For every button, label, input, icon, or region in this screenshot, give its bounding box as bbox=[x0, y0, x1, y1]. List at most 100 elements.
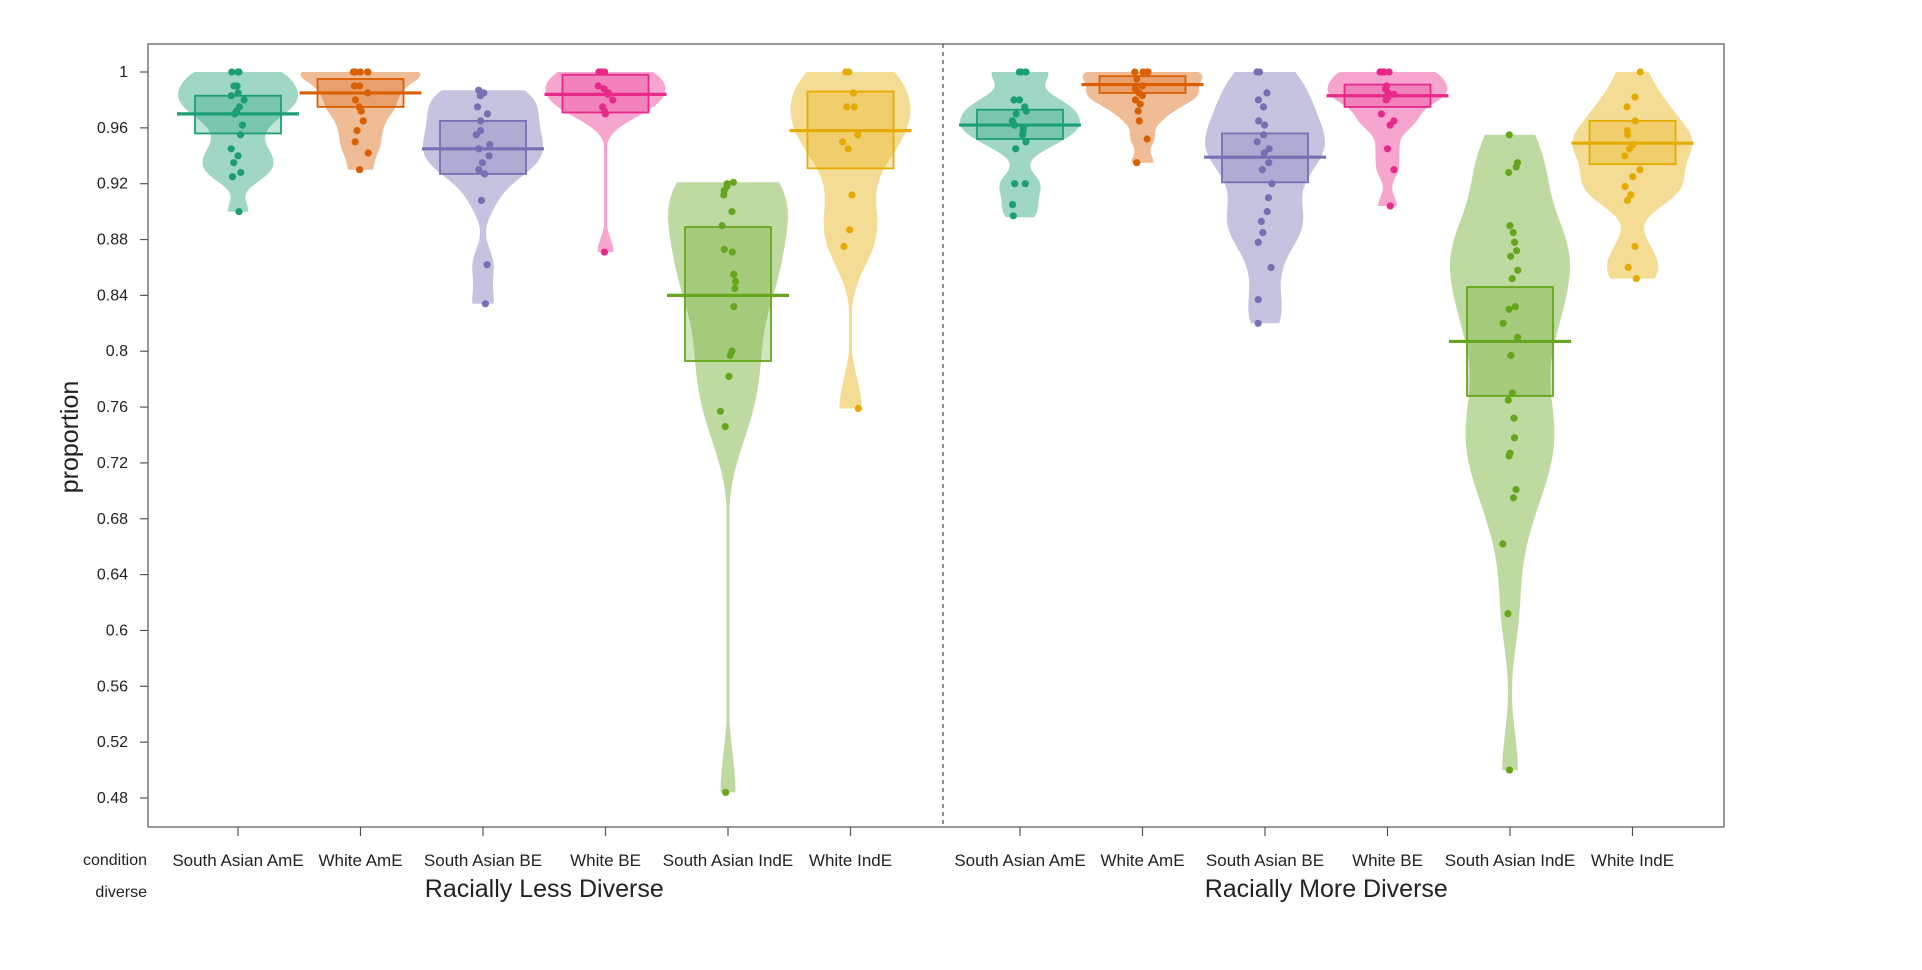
data-point bbox=[486, 141, 494, 149]
y-tick-label: 0.96 bbox=[97, 120, 128, 137]
y-tick-label: 0.88 bbox=[97, 232, 128, 249]
data-point bbox=[356, 166, 364, 174]
data-point bbox=[854, 404, 862, 413]
data-point bbox=[364, 68, 372, 76]
data-point bbox=[1631, 117, 1639, 125]
data-point bbox=[720, 245, 728, 253]
data-point bbox=[236, 131, 245, 139]
data-point bbox=[477, 117, 485, 125]
data-point bbox=[604, 90, 612, 98]
data-point bbox=[228, 173, 237, 181]
data-point bbox=[1263, 208, 1271, 216]
x-tick-label: South Asian BE bbox=[1206, 851, 1324, 870]
data-point bbox=[235, 208, 243, 216]
data-point bbox=[1514, 333, 1522, 341]
data-point bbox=[594, 82, 602, 90]
violin-shape bbox=[668, 182, 788, 793]
facet-label: Racially Less Diverse bbox=[425, 875, 664, 903]
data-point bbox=[849, 89, 858, 97]
data-point bbox=[1510, 434, 1519, 442]
data-point bbox=[1631, 242, 1639, 251]
violin-group bbox=[1081, 68, 1204, 167]
data-point bbox=[844, 145, 852, 153]
x-tick-label: South Asian AmE bbox=[954, 851, 1085, 870]
data-point bbox=[1265, 145, 1273, 153]
data-point bbox=[1386, 121, 1394, 129]
data-point bbox=[1390, 166, 1398, 174]
data-point bbox=[718, 222, 726, 230]
data-point bbox=[1377, 110, 1385, 118]
data-point bbox=[1509, 494, 1518, 502]
data-point bbox=[1259, 103, 1268, 111]
data-point bbox=[237, 168, 245, 177]
facet-2 bbox=[959, 68, 1694, 774]
data-point bbox=[1263, 89, 1271, 97]
data-point bbox=[1260, 149, 1268, 157]
data-point bbox=[475, 166, 483, 174]
data-point bbox=[1511, 303, 1519, 311]
violin-group bbox=[1204, 68, 1326, 327]
data-point bbox=[845, 68, 853, 76]
violin-shape bbox=[1327, 72, 1448, 206]
data-point bbox=[1623, 196, 1631, 204]
data-point bbox=[1627, 191, 1635, 199]
data-point bbox=[1382, 96, 1390, 104]
data-point bbox=[728, 248, 736, 256]
data-point bbox=[1507, 252, 1515, 260]
violin-shape bbox=[960, 72, 1080, 218]
y-tick-label: 0.92 bbox=[97, 176, 128, 193]
violin-shape bbox=[1082, 72, 1203, 163]
violin-group bbox=[177, 68, 299, 216]
data-point bbox=[359, 117, 367, 125]
data-point bbox=[1144, 68, 1152, 76]
data-point bbox=[1022, 138, 1030, 146]
data-point bbox=[1504, 396, 1512, 404]
x-tick-label: White IndE bbox=[809, 851, 892, 870]
data-point bbox=[728, 208, 736, 216]
data-point bbox=[600, 248, 609, 256]
data-point bbox=[1012, 145, 1020, 153]
data-point bbox=[351, 138, 359, 146]
data-point bbox=[1509, 229, 1517, 237]
data-point bbox=[364, 149, 372, 157]
data-point bbox=[1508, 389, 1516, 397]
data-point bbox=[1265, 159, 1273, 167]
data-point bbox=[1017, 68, 1025, 76]
data-point bbox=[1010, 121, 1019, 129]
data-point bbox=[1506, 222, 1514, 230]
panel-frame bbox=[147, 43, 1725, 828]
y-tick-label: 0.68 bbox=[97, 511, 128, 528]
data-point bbox=[227, 92, 235, 100]
data-point bbox=[1133, 75, 1141, 83]
data-point bbox=[729, 178, 738, 186]
row-label-diverse: diverse bbox=[95, 884, 147, 901]
data-point bbox=[478, 159, 487, 167]
data-point bbox=[1133, 159, 1141, 167]
data-point bbox=[475, 145, 483, 153]
data-point bbox=[1253, 68, 1261, 76]
data-point bbox=[1623, 103, 1631, 111]
violin-group bbox=[544, 68, 667, 256]
data-point bbox=[1505, 766, 1514, 774]
x-tick-label: White AmE bbox=[1100, 851, 1184, 870]
data-point bbox=[1511, 238, 1519, 246]
data-point bbox=[716, 407, 725, 415]
data-point bbox=[1143, 135, 1151, 143]
data-point bbox=[356, 82, 364, 90]
data-point bbox=[235, 68, 243, 76]
data-point bbox=[1254, 296, 1262, 304]
y-tick-label: 0.64 bbox=[97, 567, 128, 584]
data-point bbox=[1632, 275, 1640, 283]
data-point bbox=[353, 127, 361, 135]
data-point bbox=[1268, 180, 1276, 188]
data-point bbox=[1629, 173, 1637, 181]
data-point bbox=[731, 284, 739, 292]
data-point bbox=[1510, 414, 1518, 422]
y-tick-label: 0.48 bbox=[97, 790, 128, 807]
data-point bbox=[1135, 117, 1143, 125]
data-point bbox=[1254, 238, 1262, 246]
data-point bbox=[1383, 145, 1392, 153]
violin-shape bbox=[178, 72, 298, 212]
data-point bbox=[1631, 93, 1639, 101]
data-point bbox=[481, 170, 489, 178]
